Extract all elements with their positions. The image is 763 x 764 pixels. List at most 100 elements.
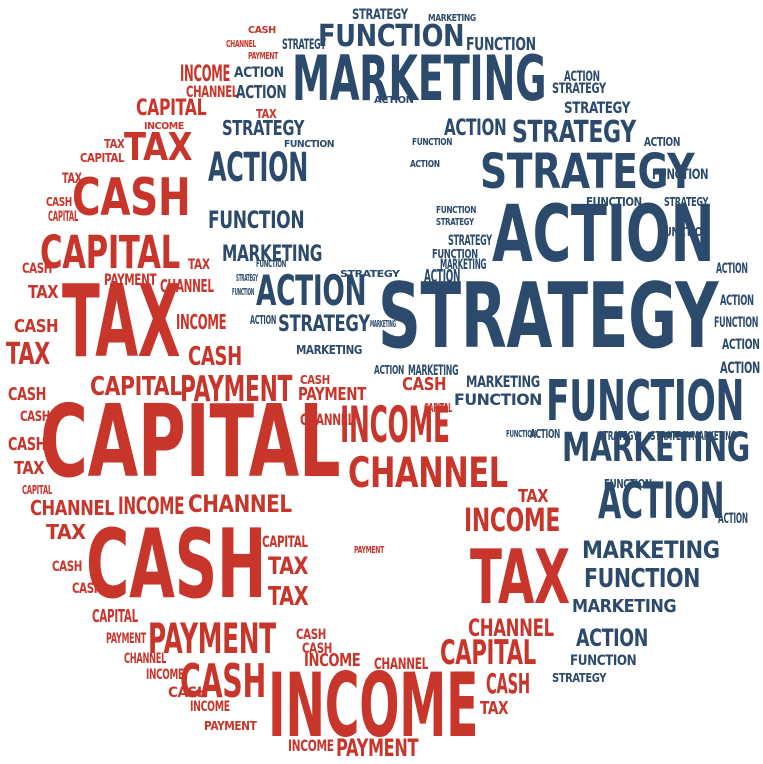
cloud-word-tax: Tax xyxy=(124,125,193,169)
cloud-word-tax: Tax xyxy=(188,257,210,273)
cloud-word-income: Income xyxy=(304,650,361,671)
cloud-word-action: Action xyxy=(530,427,560,441)
cloud-word-channel: Channel xyxy=(186,82,238,101)
cloud-word-strategy: Strategy xyxy=(598,429,639,443)
cloud-word-strategy: Strategy xyxy=(564,98,631,117)
cloud-word-action: Action xyxy=(564,69,600,85)
cloud-word-cash: Cash xyxy=(72,168,191,228)
cloud-word-action: Action xyxy=(410,159,440,170)
cloud-word-strategy: Strategy xyxy=(352,7,408,23)
cloud-word-payment: Payment xyxy=(180,369,293,410)
cloud-word-function: Function xyxy=(714,315,759,331)
cloud-word-function: Function xyxy=(604,477,652,491)
cloud-word-function: Function xyxy=(412,137,453,148)
cloud-word-action: Action xyxy=(492,190,715,280)
cloud-word-marketing: Marketing xyxy=(296,343,363,357)
cloud-word-cash: Cash xyxy=(248,25,276,36)
cloud-word-cash: Cash xyxy=(14,316,59,337)
cloud-word-action: Action xyxy=(256,266,367,315)
cloud-word-function: Function xyxy=(570,653,637,669)
cloud-word-capital: Capital xyxy=(262,532,308,551)
cloud-word-action: Action xyxy=(576,624,648,652)
cloud-word-channel: Channel xyxy=(124,651,167,667)
cloud-word-function: Function xyxy=(658,225,710,239)
cloud-word-payment: Payment xyxy=(106,631,146,647)
cloud-word-tax: Tax xyxy=(518,486,549,507)
cloud-word-payment: Payment xyxy=(148,614,276,663)
cloud-word-capital: Capital xyxy=(22,483,53,497)
cloud-word-tax: Tax xyxy=(28,282,59,303)
cloud-word-income: Income xyxy=(464,501,561,539)
cloud-word-marketing: Marketing xyxy=(440,257,487,273)
cloud-word-function: Function xyxy=(652,167,709,183)
cloud-word-tax: Tax xyxy=(470,533,570,621)
cloud-word-income: Income xyxy=(190,699,230,715)
cloud-word-action: Action xyxy=(598,472,725,530)
cloud-word-marketing: Marketing xyxy=(292,42,547,115)
cloud-word-payment: Payment xyxy=(336,734,419,762)
cloud-word-strategy: Strategy xyxy=(552,81,606,97)
cloud-word-tax: Tax xyxy=(46,520,86,544)
cloud-word-function: Function xyxy=(586,195,642,209)
cloud-word-strategy: Strategy xyxy=(236,273,258,284)
cloud-word-capital: Capital xyxy=(90,372,182,402)
cloud-word-marketing: Marketing xyxy=(370,319,396,330)
cloud-word-action: Action xyxy=(644,135,680,149)
cloud-word-payment: Payment xyxy=(298,384,366,405)
cloud-word-strategy: Strategy xyxy=(378,264,719,369)
cloud-word-action: Action xyxy=(250,313,276,327)
cloud-word-strategy: Strategy xyxy=(436,217,474,228)
cloud-word-function: Function xyxy=(284,139,335,150)
cloud-word-strategy: Strategy xyxy=(664,195,709,209)
cloud-word-function: Function xyxy=(318,19,465,54)
cloud-word-channel: Channel xyxy=(468,614,554,642)
cloud-word-strategy: Strategy xyxy=(650,429,693,443)
cloud-word-marketing: Marketing xyxy=(428,13,476,24)
cloud-word-strategy: Strategy xyxy=(512,115,636,150)
cloud-word-tax: Tax xyxy=(268,582,309,612)
cloud-word-function: Function xyxy=(208,206,305,234)
cloud-word-function: Function xyxy=(546,369,745,434)
cloud-word-income: Income xyxy=(268,654,479,757)
cloud-word-strategy: Strategy xyxy=(278,312,370,337)
cloud-word-function: Function xyxy=(506,429,537,440)
cloud-word-marketing: Marketing xyxy=(562,425,750,471)
cloud-word-capital: Capital xyxy=(136,96,207,121)
cloud-word-income: Income xyxy=(118,492,185,520)
cloud-word-function: Function xyxy=(256,259,287,270)
cloud-word-channel: Channel xyxy=(160,276,214,297)
cloud-word-action: Action xyxy=(720,358,760,377)
cloud-word-function: Function xyxy=(584,564,700,594)
cloud-word-function: Function xyxy=(466,34,536,55)
cloud-word-payment: Payment xyxy=(104,270,157,289)
cloud-word-cash: Cash xyxy=(168,685,208,701)
cloud-word-action: Action xyxy=(234,65,284,81)
cloud-word-function: Function xyxy=(436,205,477,216)
cloud-word-cash: Cash xyxy=(46,195,72,209)
cloud-word-tax: Tax xyxy=(6,337,50,372)
cloud-word-payment: Payment xyxy=(204,719,257,733)
cloud-word-tax: Tax xyxy=(104,137,125,151)
cloud-word-function: Function xyxy=(432,247,478,261)
cloud-word-cash: Cash xyxy=(22,261,52,277)
cloud-word-cash: Cash xyxy=(402,374,447,395)
cloud-word-channel: Channel xyxy=(300,410,354,429)
cloud-word-income: Income xyxy=(146,667,184,683)
cloud-word-channel: Channel xyxy=(374,654,428,673)
cloud-word-tax: Tax xyxy=(256,107,277,121)
cloud-word-strategy: Strategy xyxy=(340,269,400,280)
cloud-word-function: Function xyxy=(454,390,542,409)
cloud-word-strategy: Strategy xyxy=(282,37,326,53)
cloud-word-action: Action xyxy=(722,337,760,353)
cloud-word-strategy: Strategy xyxy=(222,116,305,140)
cloud-word-cash: Cash xyxy=(8,434,47,455)
cloud-word-action: Action xyxy=(424,266,461,287)
cloud-word-action: Action xyxy=(718,511,748,527)
cloud-word-action: Action xyxy=(720,293,754,309)
cloud-word-marketing: Marketing xyxy=(572,596,677,617)
cloud-word-cash: Cash xyxy=(180,654,266,708)
cloud-word-action: Action xyxy=(444,116,507,141)
cloud-word-income: Income xyxy=(176,310,227,334)
cloud-word-cash: Cash xyxy=(86,510,267,620)
